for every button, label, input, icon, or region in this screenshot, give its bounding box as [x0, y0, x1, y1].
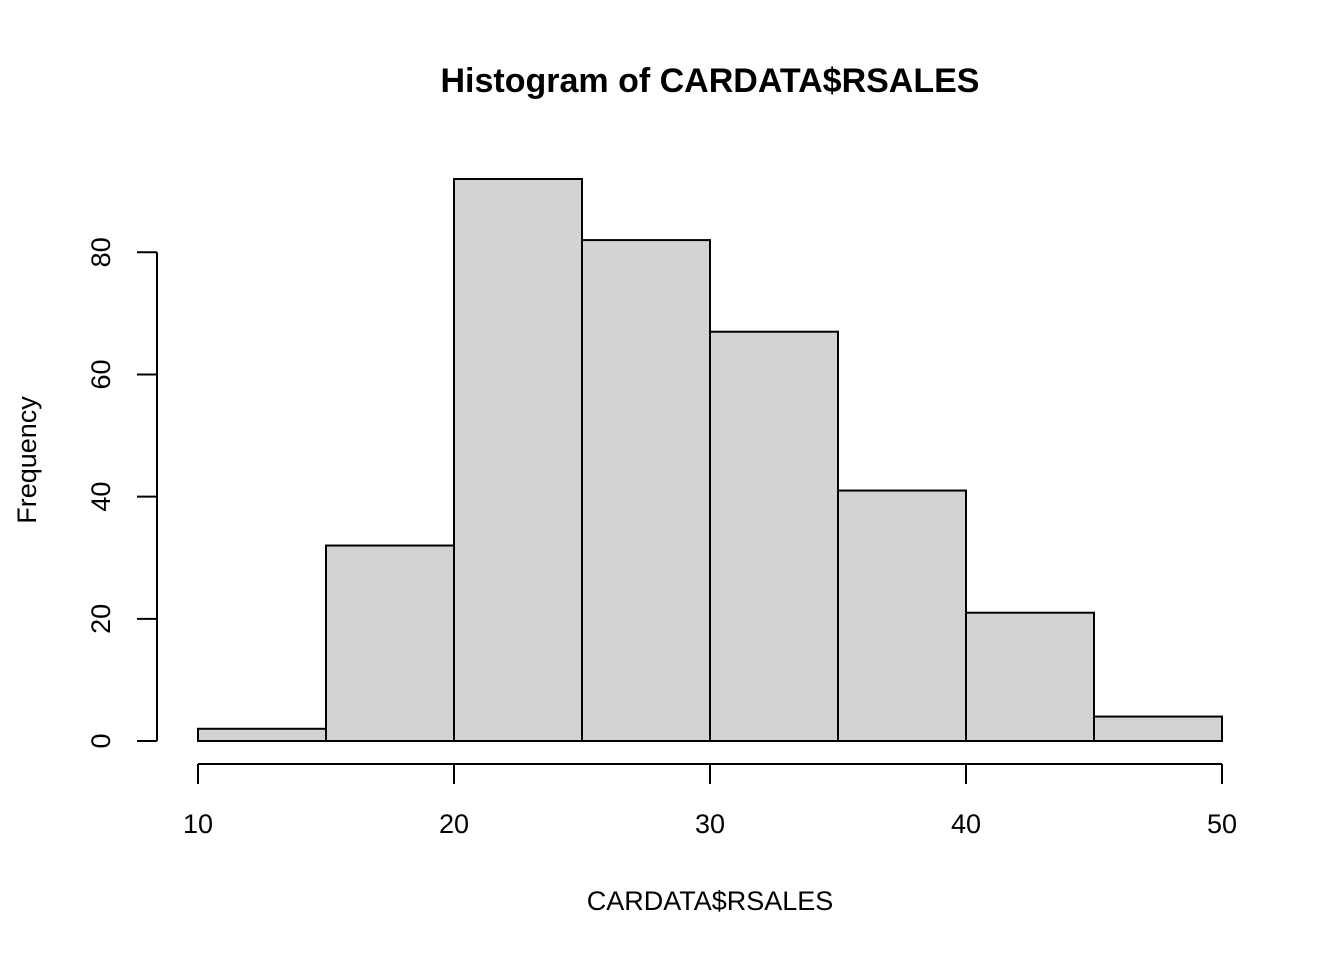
- histogram-bar-0: [197, 727, 327, 742]
- histogram-bar-4: [709, 330, 839, 742]
- histogram-bar-7: [1093, 715, 1223, 743]
- x-tick-label-3: 40: [951, 809, 981, 839]
- x-tick-label-4: 50: [1207, 809, 1237, 839]
- y-tick-label-2: 40: [86, 482, 116, 512]
- y-tick-label-0: 0: [86, 733, 116, 748]
- x-axis: 10 20 30 40 50: [183, 763, 1237, 839]
- y-axis: 0 20 40 60 80: [86, 237, 158, 749]
- x-tick-label-0: 10: [183, 809, 213, 839]
- y-tick-label-4: 80: [86, 237, 116, 267]
- x-axis-label: CARDATA$RSALES: [587, 886, 834, 916]
- histogram-bar-6: [965, 611, 1095, 743]
- histogram-bar-5: [837, 489, 967, 743]
- chart-title: Histogram of CARDATA$RSALES: [441, 62, 980, 100]
- y-tick-label-1: 20: [86, 604, 116, 634]
- histogram-bar-2: [453, 178, 583, 742]
- histogram-bar-3: [581, 239, 711, 743]
- y-axis-label: Frequency: [12, 396, 42, 524]
- histogram-bar-1: [325, 544, 455, 742]
- y-tick-label-3: 60: [86, 359, 116, 389]
- x-tick-label-2: 30: [695, 809, 725, 839]
- bars-group: [197, 178, 1223, 743]
- x-tick-label-1: 20: [439, 809, 469, 839]
